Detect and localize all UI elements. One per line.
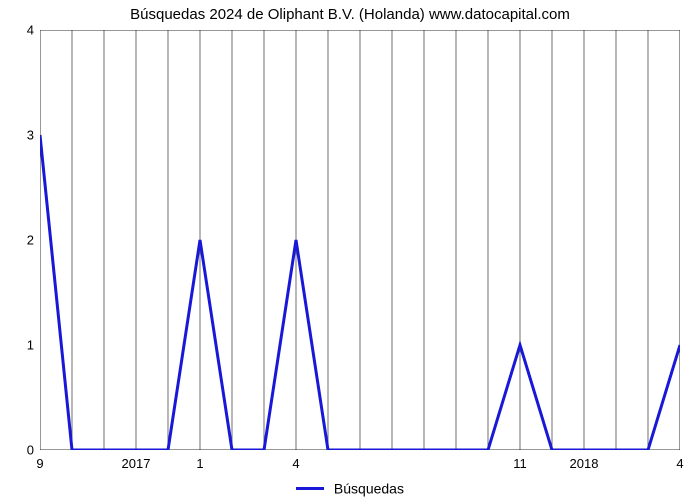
x-tick-label: 2017 [122, 456, 151, 471]
y-tick-label: 1 [4, 338, 34, 353]
chart-container: Búsquedas 2024 de Oliphant B.V. (Holanda… [0, 0, 700, 500]
x-tick-label: 4 [292, 456, 299, 471]
chart-svg [40, 30, 680, 450]
x-tick-label: 2018 [570, 456, 599, 471]
plot-area [40, 30, 680, 450]
y-tick-label: 3 [4, 128, 34, 143]
legend-label: Búsquedas [334, 480, 404, 496]
y-tick-label: 4 [4, 23, 34, 38]
legend-swatch [296, 487, 324, 490]
x-tick-label: 1 [196, 456, 203, 471]
y-tick-label: 2 [4, 233, 34, 248]
x-tick-label: 11 [513, 456, 527, 471]
legend: Búsquedas [0, 479, 700, 496]
x-tick-label: 9 [36, 456, 43, 471]
x-tick-label: 4 [676, 456, 683, 471]
y-tick-label: 0 [4, 443, 34, 458]
chart-title: Búsquedas 2024 de Oliphant B.V. (Holanda… [0, 6, 700, 23]
